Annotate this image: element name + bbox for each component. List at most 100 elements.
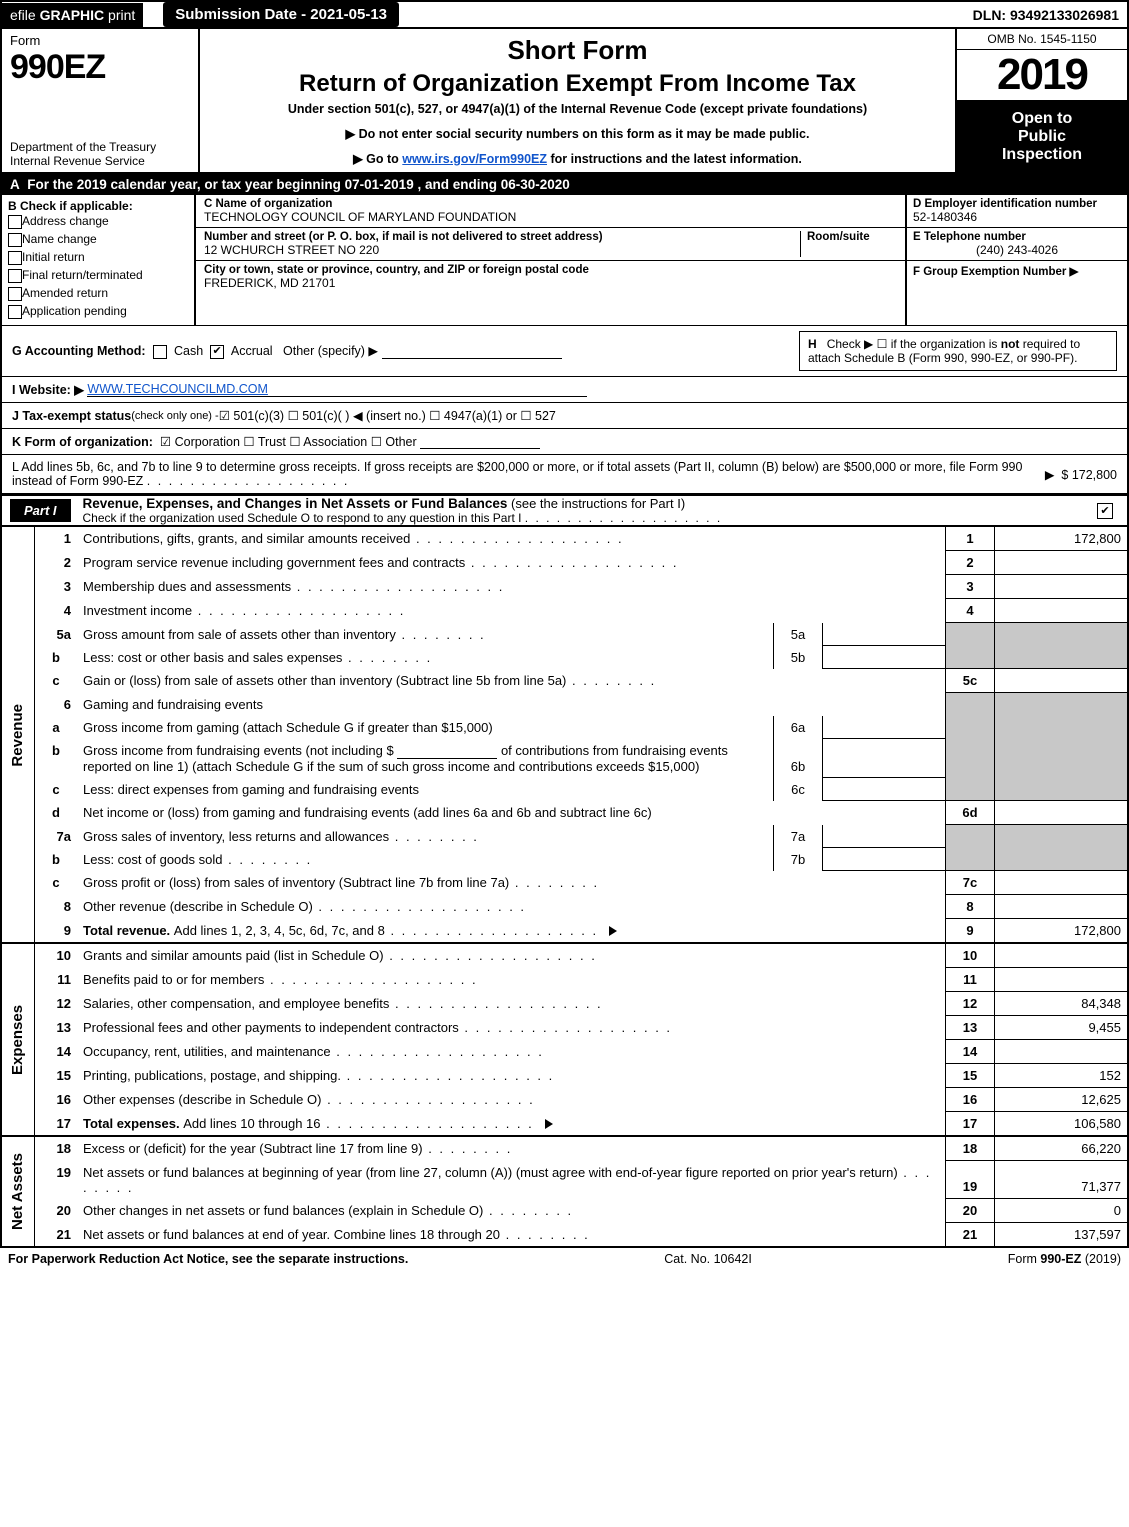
line-7a-desc: Gross sales of inventory, less returns a… <box>83 829 479 844</box>
line-10-val <box>995 943 1129 968</box>
h-not: not <box>1001 337 1020 351</box>
line-7b-desc: Less: cost of goods sold <box>83 852 312 867</box>
header-right: OMB No. 1545-1150 2019 Open to Public In… <box>955 29 1127 172</box>
line-1: Revenue 1 Contributions, gifts, grants, … <box>1 527 1128 551</box>
line-12: 12 Salaries, other compensation, and emp… <box>1 992 1128 1016</box>
line-15-desc: Printing, publications, postage, and shi… <box>83 1068 554 1083</box>
line-20-val: 0 <box>995 1199 1129 1223</box>
top-bar: efile GRAPHIC print Submission Date - 20… <box>0 0 1129 29</box>
line-5a-num: 5a <box>35 623 78 646</box>
j-label: J Tax-exempt status <box>12 409 131 423</box>
line-9-val: 172,800 <box>995 919 1129 944</box>
chk-address-change[interactable]: Address change <box>8 213 188 231</box>
line-7c-desc: Gross profit or (loss) from sales of inv… <box>83 875 599 890</box>
line-16: 16 Other expenses (describe in Schedule … <box>1 1088 1128 1112</box>
line-21: 21 Net assets or fund balances at end of… <box>1 1223 1128 1248</box>
org-city-label: City or town, state or province, country… <box>204 264 897 276</box>
line-6c-num: c <box>35 778 78 801</box>
j-options: ☑ 501(c)(3) ☐ 501(c)( ) ◀ (insert no.) ☐… <box>219 408 556 423</box>
line-13-num: 13 <box>35 1016 78 1040</box>
block-b: B Check if applicable: Address change Na… <box>2 195 196 325</box>
line-20: 20 Other changes in net assets or fund b… <box>1 1199 1128 1223</box>
inspect-1: Open to <box>961 110 1123 128</box>
line-6c-desc: Less: direct expenses from gaming and fu… <box>77 778 774 801</box>
line-13-desc: Professional fees and other payments to … <box>83 1020 672 1035</box>
chk-final-return-label: Final return/terminated <box>22 268 143 282</box>
line-2: 2 Program service revenue including gove… <box>1 551 1128 575</box>
line-6b-pre: Gross income from fundraising events (no… <box>83 743 397 758</box>
h-label: H <box>808 337 817 351</box>
line-17-desc: Total expenses. <box>83 1116 183 1131</box>
telephone-row: E Telephone number (240) 243-4026 <box>907 228 1127 261</box>
line-7b-num: b <box>35 848 78 871</box>
note-goto-pre: ▶ Go to <box>353 152 402 166</box>
line-5ab-grey-val <box>995 623 1129 669</box>
line-9: 9 Total revenue. Add lines 1, 2, 3, 4, 5… <box>1 919 1128 944</box>
line-6-grey-val <box>995 693 1129 801</box>
k-other-input[interactable] <box>420 434 540 449</box>
line-6d-num: d <box>35 801 78 825</box>
note-goto-post: for instructions and the latest informat… <box>547 152 802 166</box>
ein-value: 52-1480346 <box>913 210 1121 224</box>
g-other-input[interactable] <box>382 344 562 359</box>
line-6a-num: a <box>35 716 78 739</box>
block-c: C Name of organization TECHNOLOGY COUNCI… <box>196 195 905 325</box>
line-3-desc: Membership dues and assessments <box>83 579 504 594</box>
org-street-value: 12 WCHURCH STREET NO 220 <box>204 243 800 257</box>
website-link[interactable]: WWW.TECHCOUNCILMD.COM <box>87 382 587 397</box>
line-20-rnum: 20 <box>946 1199 995 1223</box>
line-7-grey-val <box>995 825 1129 871</box>
org-info-block: B Check if applicable: Address change Na… <box>0 195 1129 326</box>
line-6b-amount-input[interactable] <box>397 744 497 759</box>
h-box: H Check ▶ ☐ if the organization is not r… <box>799 331 1117 371</box>
line-8-val <box>995 895 1129 919</box>
line-2-rnum: 2 <box>946 551 995 575</box>
line-3: 3 Membership dues and assessments 3 <box>1 575 1128 599</box>
i-label: I Website: ▶ <box>12 382 84 397</box>
line-13-rnum: 13 <box>946 1016 995 1040</box>
irs-link[interactable]: www.irs.gov/Form990EZ <box>402 152 547 166</box>
line-2-val <box>995 551 1129 575</box>
line-19-desc: Net assets or fund balances at beginning… <box>83 1165 931 1195</box>
part-1-checkbox[interactable]: ✔ <box>1097 503 1113 519</box>
arrow-icon <box>545 1119 553 1129</box>
line-12-val: 84,348 <box>995 992 1129 1016</box>
org-name-row: C Name of organization TECHNOLOGY COUNCI… <box>196 195 905 228</box>
line-11-desc: Benefits paid to or for members <box>83 972 478 987</box>
k-options: ☑ Corporation ☐ Trust ☐ Association ☐ Ot… <box>160 434 417 449</box>
line-11-rnum: 11 <box>946 968 995 992</box>
chk-amended-return-label: Amended return <box>22 286 108 300</box>
line-15-rnum: 15 <box>946 1064 995 1088</box>
l-dots <box>147 474 350 488</box>
line-7a-boxval <box>823 825 946 848</box>
part-1-header: Part I Revenue, Expenses, and Changes in… <box>0 494 1129 526</box>
line-5a: 5a Gross amount from sale of assets othe… <box>1 623 1128 646</box>
chk-cash[interactable] <box>153 345 167 359</box>
line-5c: c Gain or (loss) from sale of assets oth… <box>1 669 1128 693</box>
part-1-sub: Check if the organization used Schedule … <box>83 511 522 525</box>
chk-amended-return[interactable]: Amended return <box>8 285 188 303</box>
telephone-label: E Telephone number <box>913 231 1121 243</box>
line-7b-box: 7b <box>774 848 823 871</box>
l-arrow: ▶ <box>1045 468 1055 482</box>
chk-application-pending[interactable]: Application pending <box>8 303 188 321</box>
dln-label: DLN: 93492133026981 <box>965 3 1127 27</box>
efile-label[interactable]: efile GRAPHIC print <box>2 3 143 27</box>
title-return: Return of Organization Exempt From Incom… <box>212 70 943 98</box>
page-footer: For Paperwork Reduction Act Notice, see … <box>0 1248 1129 1276</box>
telephone-value: (240) 243-4026 <box>913 243 1121 257</box>
row-g-h: G Accounting Method: Cash Accrual Other … <box>0 326 1129 377</box>
chk-initial-return[interactable]: Initial return <box>8 249 188 267</box>
line-8: 8 Other revenue (describe in Schedule O)… <box>1 895 1128 919</box>
chk-final-return[interactable]: Final return/terminated <box>8 267 188 285</box>
line-7c: c Gross profit or (loss) from sales of i… <box>1 871 1128 895</box>
expenses-side-label: Expenses <box>1 943 35 1136</box>
g-other: Other (specify) ▶ <box>283 344 378 358</box>
chk-accrual[interactable] <box>210 345 224 359</box>
dept-irs: Internal Revenue Service <box>10 154 190 168</box>
line-9-rnum: 9 <box>946 919 995 944</box>
efile-print: print <box>104 7 135 23</box>
chk-name-change[interactable]: Name change <box>8 231 188 249</box>
l-value: $ 172,800 <box>1061 468 1117 482</box>
efile-graphic: GRAPHIC <box>40 7 105 23</box>
